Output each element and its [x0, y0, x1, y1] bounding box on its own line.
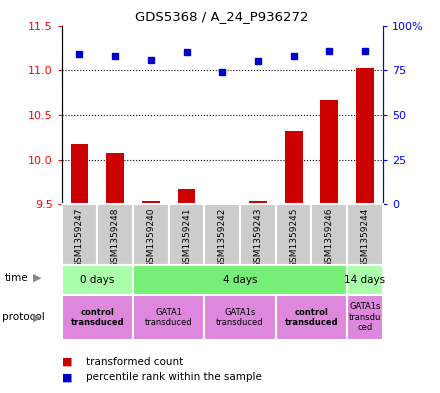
Text: GSM1359248: GSM1359248 — [110, 208, 120, 268]
Bar — [62, 265, 133, 295]
Text: ▶: ▶ — [33, 312, 41, 322]
Text: GSM1359245: GSM1359245 — [289, 208, 298, 268]
Bar — [285, 131, 303, 204]
Bar — [204, 295, 276, 340]
Bar — [70, 143, 88, 204]
Bar — [204, 204, 240, 265]
Text: ▶: ▶ — [33, 273, 41, 283]
Text: GATA1s
transduced: GATA1s transduced — [216, 308, 264, 327]
Bar — [169, 204, 204, 265]
Bar — [347, 265, 383, 295]
Bar — [249, 201, 267, 204]
Bar — [133, 265, 347, 295]
Text: GSM1359240: GSM1359240 — [147, 208, 155, 268]
Bar — [133, 295, 204, 340]
Text: GATA1
transduced: GATA1 transduced — [145, 308, 192, 327]
Text: GSM1359244: GSM1359244 — [360, 208, 370, 268]
Text: 0 days: 0 days — [80, 275, 114, 285]
Bar — [178, 189, 195, 204]
Bar — [356, 68, 374, 204]
Text: 4 days: 4 days — [223, 275, 257, 285]
Bar — [347, 295, 383, 340]
Bar — [320, 100, 338, 204]
Bar — [106, 152, 124, 204]
Text: GSM1359242: GSM1359242 — [218, 208, 227, 268]
Bar — [142, 201, 160, 204]
Bar — [312, 204, 347, 265]
Text: protocol: protocol — [2, 312, 45, 322]
Text: ■: ■ — [62, 372, 72, 382]
Text: control
transduced: control transduced — [70, 308, 124, 327]
Text: control
transduced: control transduced — [285, 308, 338, 327]
Bar — [97, 204, 133, 265]
Text: GATA1s
transdu
ced: GATA1s transdu ced — [349, 303, 381, 332]
Text: transformed count: transformed count — [86, 356, 183, 367]
Bar — [62, 295, 133, 340]
Text: GSM1359243: GSM1359243 — [253, 208, 262, 268]
Bar — [347, 204, 383, 265]
Text: GSM1359247: GSM1359247 — [75, 208, 84, 268]
Text: percentile rank within the sample: percentile rank within the sample — [86, 372, 262, 382]
Bar — [133, 204, 169, 265]
Bar — [240, 204, 276, 265]
Text: GSM1359241: GSM1359241 — [182, 208, 191, 268]
Bar — [276, 295, 347, 340]
Text: ■: ■ — [62, 356, 72, 367]
Bar — [276, 204, 312, 265]
Title: GDS5368 / A_24_P936272: GDS5368 / A_24_P936272 — [136, 10, 309, 23]
Bar — [62, 204, 97, 265]
Text: 14 days: 14 days — [345, 275, 385, 285]
Text: GSM1359246: GSM1359246 — [325, 208, 334, 268]
Text: time: time — [4, 273, 28, 283]
